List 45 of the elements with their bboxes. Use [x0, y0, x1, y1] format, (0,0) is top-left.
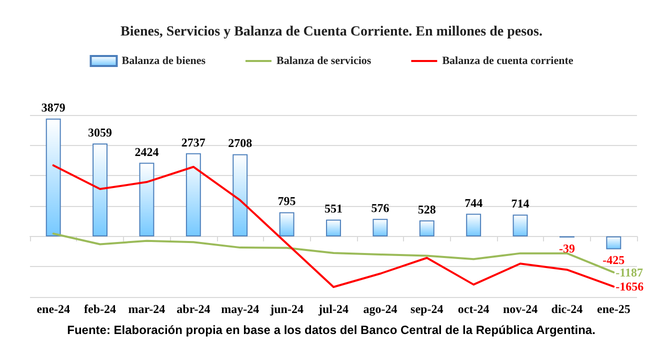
x-tick-label: dic-24 [551, 302, 583, 316]
data-label: 576 [371, 200, 390, 215]
data-label: -1187 [616, 265, 643, 280]
data-label: -425 [602, 253, 625, 268]
bar [46, 118, 61, 236]
x-tick-label: feb-24 [84, 302, 116, 316]
bar [326, 220, 341, 236]
bar [466, 214, 482, 236]
data-label: 551 [324, 202, 342, 216]
bar [139, 162, 154, 236]
chart-title: Bienes, Servicios y Balanza de Cuenta Corriente. En millones de pesos. [120, 24, 542, 40]
x-tick-label: nov-24 [502, 302, 538, 316]
bar [372, 218, 388, 236]
data-label: 3059 [88, 126, 112, 140]
x-tick-label: jun-24 [269, 302, 304, 316]
legend-label: Balanza de bienes [122, 55, 206, 67]
legend-label: Balanza de cuenta corriente [442, 55, 574, 67]
bar [606, 236, 622, 250]
legend-label: Balanza de servicios [276, 55, 372, 67]
data-label: 2737 [181, 135, 206, 150]
data-label: 795 [278, 194, 296, 208]
bar [512, 214, 528, 236]
data-label: 528 [418, 202, 436, 216]
data-label: 2708 [228, 136, 252, 150]
bar [419, 220, 434, 236]
x-tick-label: ago-24 [363, 302, 398, 316]
bar [279, 212, 294, 236]
source-note: Fuente: Elaboración propia en base a los datos del Banco Central de la República Argentina. [67, 323, 596, 337]
data-label: 3879 [41, 100, 66, 115]
x-tick-label: oct-24 [458, 302, 490, 316]
data-label: 2424 [134, 144, 159, 159]
data-label: -39 [558, 242, 575, 256]
x-tick-label: ene-25 [596, 302, 630, 316]
x-tick-label: jul-24 [318, 302, 348, 316]
x-tick-label: mar-24 [128, 302, 166, 316]
bar [232, 154, 248, 236]
bar [186, 153, 201, 236]
bar [92, 144, 108, 236]
data-label: 744 [464, 196, 483, 210]
x-tick-label: may-24 [221, 302, 260, 316]
data-label: -1656 [616, 280, 644, 294]
data-label: 714 [511, 196, 530, 211]
x-tick-label: sep-24 [410, 302, 444, 316]
x-tick-label: ene-24 [36, 302, 70, 316]
x-tick-label: abr-24 [176, 302, 210, 316]
